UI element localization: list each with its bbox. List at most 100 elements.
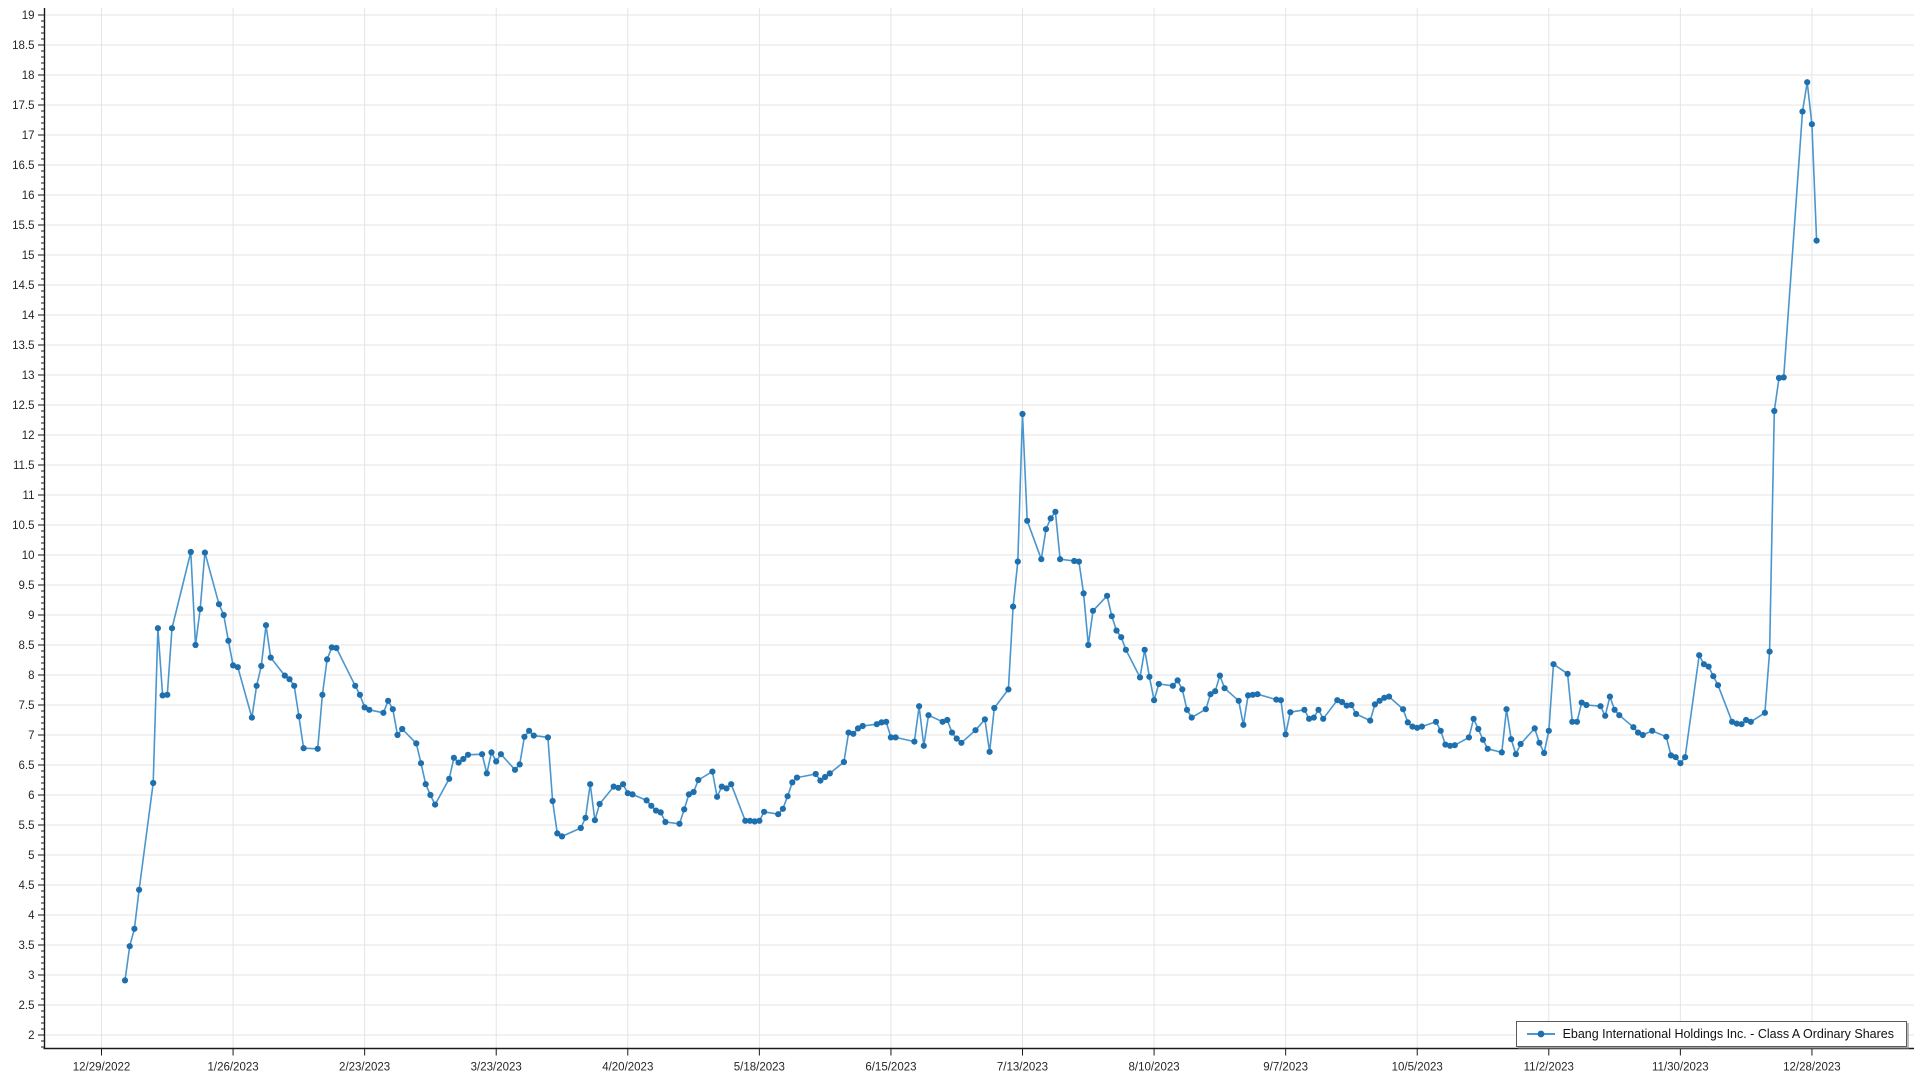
data-point <box>958 739 965 746</box>
data-point <box>356 691 363 698</box>
data-point <box>624 790 631 797</box>
axes: 2 2.5 3 3.5 4 4.5 5 5.5 6 6.5 7 7.5 8 8.5 9 9.5 10 10.5 11… <box>12 8 1914 1074</box>
x-tick-label: 9/7/2023 <box>1263 1062 1308 1074</box>
data-point <box>1677 760 1684 767</box>
data-point <box>1799 108 1806 115</box>
data-point <box>1569 718 1576 725</box>
y-tick-label: 11 <box>23 490 35 502</box>
data-point <box>352 682 359 689</box>
data-point <box>648 802 655 809</box>
data-point <box>1212 688 1219 695</box>
data-point <box>1353 710 1360 718</box>
data-point <box>1775 374 1783 382</box>
y-tick-label: 17 <box>22 130 35 142</box>
data-point <box>121 977 129 984</box>
data-point <box>657 809 664 816</box>
data-point <box>1338 698 1346 706</box>
data-point <box>497 751 504 758</box>
data-point <box>1766 648 1773 655</box>
data-point <box>549 797 556 805</box>
x-tick-label: 12/29/2022 <box>73 1062 131 1074</box>
data-point <box>1024 517 1031 524</box>
data-point <box>1578 699 1585 706</box>
data-point <box>1381 694 1388 701</box>
data-point <box>887 734 895 741</box>
data-point <box>1348 701 1355 709</box>
y-tick-label: 8.5 <box>19 640 35 652</box>
data-point <box>854 725 862 732</box>
y-tick-label: 11.5 <box>13 460 35 472</box>
data-point <box>1249 691 1256 698</box>
data-point <box>1277 697 1284 704</box>
data-point <box>1616 712 1623 719</box>
data-point <box>1169 682 1176 689</box>
y-tick-label: 8 <box>28 670 34 682</box>
data-point <box>1700 661 1707 668</box>
data-point <box>493 758 500 765</box>
data-point <box>192 641 199 649</box>
data-point <box>1780 374 1787 381</box>
data-point <box>1564 670 1571 677</box>
y-tick-label: 14 <box>22 310 35 322</box>
data-point <box>1282 731 1289 738</box>
data-point <box>826 770 833 777</box>
data-point <box>1310 714 1317 721</box>
data-point <box>1545 727 1552 734</box>
x-tick-label: 8/10/2023 <box>1128 1062 1179 1074</box>
data-point <box>230 662 237 669</box>
data-point <box>1710 673 1717 680</box>
y-tick-label: 9.5 <box>19 580 35 592</box>
data-point <box>840 758 848 766</box>
data-point <box>1512 751 1519 758</box>
data-point <box>784 793 791 800</box>
data-point <box>1479 736 1487 743</box>
data-point <box>1183 706 1191 713</box>
data-point <box>1418 723 1425 730</box>
data-point <box>366 706 373 713</box>
data-point <box>972 727 979 734</box>
data-point <box>450 754 457 761</box>
data-point <box>859 722 866 730</box>
legend[interactable]: Ebang International Holdings Inc. - Clas… <box>1515 1021 1907 1047</box>
data-point <box>845 729 852 736</box>
data-point <box>136 886 143 893</box>
x-tick-label: 5/18/2023 <box>734 1062 785 1074</box>
data-point <box>676 820 683 827</box>
x-tick-label: 3/23/2023 <box>471 1062 522 1074</box>
data-point <box>981 716 989 723</box>
data-point <box>394 731 401 739</box>
data-point <box>1019 410 1026 418</box>
data-point <box>159 692 166 699</box>
data-point <box>1475 725 1482 733</box>
data-point <box>1771 407 1778 415</box>
data-point <box>258 662 265 670</box>
y-tick-label: 14.5 <box>12 280 34 292</box>
data-point <box>432 801 439 808</box>
data-point <box>1682 754 1689 761</box>
data-point <box>328 644 335 651</box>
x-tick-label: 12/28/2023 <box>1783 1062 1841 1074</box>
data-point <box>333 644 340 652</box>
data-point <box>201 549 208 556</box>
data-point <box>718 783 725 790</box>
data-point <box>1042 526 1050 533</box>
data-point <box>1118 634 1125 641</box>
y-tick-label: 5.5 <box>19 820 35 832</box>
data-point <box>751 818 758 825</box>
data-point <box>591 817 599 824</box>
data-point <box>1174 677 1181 684</box>
data-point <box>1400 706 1407 713</box>
data-point <box>1057 556 1064 563</box>
data-point <box>1813 237 1820 244</box>
data-point <box>267 654 274 661</box>
data-point <box>417 760 425 767</box>
data-point <box>319 691 326 698</box>
data-point <box>615 784 622 791</box>
data-point <box>455 759 462 766</box>
data-point <box>1334 697 1341 704</box>
data-point <box>1216 672 1223 679</box>
data-point <box>587 781 594 788</box>
data-point <box>544 734 552 741</box>
data-point <box>399 725 406 733</box>
data-point <box>530 732 537 739</box>
